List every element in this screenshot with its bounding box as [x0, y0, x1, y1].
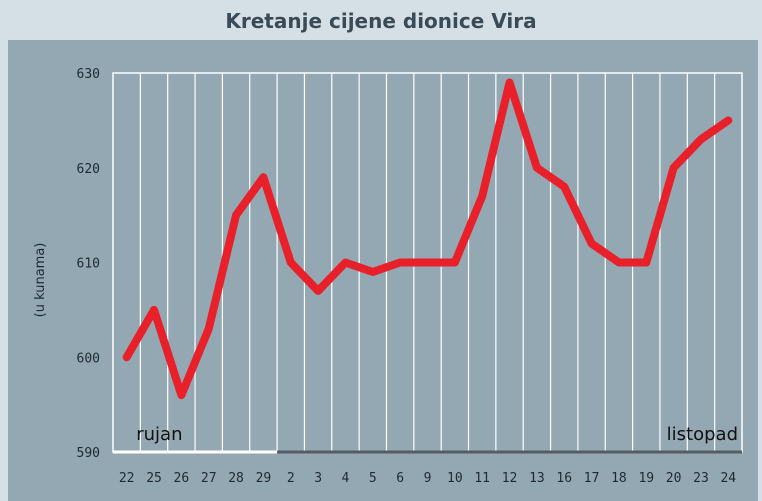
x-tick-label: 11 [474, 471, 490, 486]
y-tick-label: 620 [77, 162, 100, 177]
data-point [427, 262, 428, 263]
y-tick-label: 590 [77, 446, 100, 461]
x-tick-label: 20 [666, 471, 682, 486]
x-tick-labels: 22 25 26 27 28 29 2 3 4 5 6 9 10 11 12 13 16 17 18 19 20 23 24 [119, 471, 736, 486]
data-point [208, 328, 210, 330]
x-tick-label: 10 [447, 471, 463, 486]
data-point [317, 290, 319, 292]
data-point [591, 243, 593, 245]
x-tick-label: 25 [146, 471, 162, 486]
x-tick-label: 12 [502, 471, 518, 486]
data-point [372, 271, 374, 273]
data-point [344, 262, 346, 263]
month-labels: rujan listopad [113, 424, 742, 454]
data-point [727, 119, 729, 121]
x-tick-label: 18 [611, 471, 627, 486]
data-point [454, 262, 456, 263]
x-tick-label: 3 [314, 471, 322, 486]
data-point [290, 262, 292, 263]
x-tick-label: 24 [720, 471, 736, 486]
data-point [126, 356, 128, 358]
chart-title: Kretanje cijene dionice Vira [225, 9, 536, 33]
x-tick-label: 26 [174, 471, 190, 486]
x-tick-label: 2 [287, 471, 295, 486]
data-point [399, 262, 401, 263]
y-tick-labels: 590 600 610 620 630 [77, 67, 100, 461]
x-tick-label: 22 [119, 471, 135, 486]
x-tick-label: 23 [693, 471, 709, 486]
data-point [180, 394, 182, 396]
month-label-listopad: listopad [667, 424, 738, 445]
x-tick-label: 27 [201, 471, 217, 486]
y-tick-label: 610 [77, 257, 100, 272]
x-tick-label: 6 [396, 471, 404, 486]
month-label-rujan: rujan [136, 424, 182, 445]
data-point [618, 262, 620, 263]
x-tick-label: 16 [556, 471, 572, 486]
y-tick-label: 630 [77, 67, 100, 82]
data-point [563, 186, 565, 188]
y-axis-title: (u kunama) [33, 243, 48, 318]
data-point [262, 176, 264, 178]
data-point [235, 214, 237, 216]
x-tick-label: 29 [256, 471, 272, 486]
data-point [509, 81, 511, 83]
data-point [481, 195, 483, 197]
data-point [536, 167, 538, 169]
x-tick-label: 28 [228, 471, 244, 486]
x-tick-label: 4 [342, 471, 350, 486]
x-tick-label: 13 [529, 471, 545, 486]
data-point [673, 167, 675, 169]
data-point [700, 138, 702, 140]
x-tick-label: 17 [584, 471, 600, 486]
data-point [153, 309, 155, 311]
x-tick-label: 5 [369, 471, 377, 486]
x-tick-label: 19 [638, 471, 654, 486]
series [122, 78, 733, 400]
x-tick-label: 9 [424, 471, 432, 486]
data-point [645, 262, 647, 263]
y-tick-label: 600 [77, 351, 100, 366]
